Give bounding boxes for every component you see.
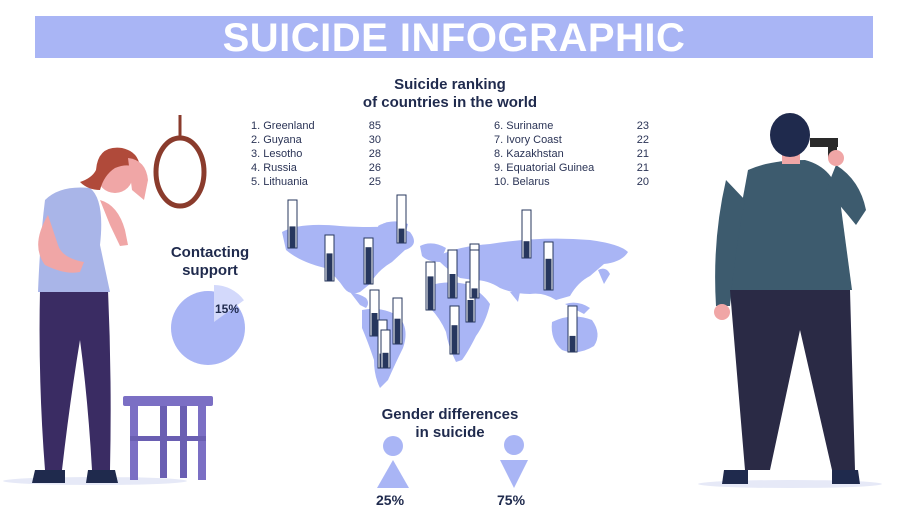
country-value: 28 (368, 148, 381, 160)
man-illustration (714, 113, 866, 484)
country-name: 2. Guyana (251, 134, 302, 146)
ranking-row: 7. Ivory Coast 22 (494, 133, 649, 147)
map-indicator-fill (365, 247, 372, 284)
ranking-row: 10. Belarus 20 (494, 175, 649, 189)
female-icon (377, 460, 409, 488)
map-indicator-fill (471, 288, 478, 298)
country-name: 4. Russia (251, 162, 297, 174)
country-value: 21 (636, 162, 649, 174)
pie-highlight-slice (214, 285, 244, 322)
map-indicator-fill (449, 274, 456, 298)
female-icon-head (383, 436, 403, 456)
pie-percent-label: 15% (215, 302, 240, 316)
support-heading-line1: Contacting (170, 244, 250, 261)
male-icon-head (504, 435, 524, 455)
ranking-row: 3. Lesotho 28 (251, 147, 381, 161)
country-value: 30 (368, 134, 381, 146)
country-name: 1. Greenland (251, 120, 315, 132)
map-indicators (287, 194, 578, 369)
country-value: 21 (636, 148, 649, 160)
country-value: 22 (636, 134, 649, 146)
map-indicator-fill (398, 228, 405, 243)
title-banner: SUICIDE INFOGRAPHIC (35, 16, 873, 58)
map-indicator-fill (289, 226, 296, 248)
ranking-list-right: 6. Suriname 23 7. Ivory Coast 22 8. Kazakh… (494, 119, 649, 189)
country-value: 25 (368, 176, 381, 188)
woman-illustration (32, 147, 148, 483)
map-indicator-fill (523, 241, 530, 258)
support-heading: Contacting support (150, 244, 270, 280)
gender-icons (377, 435, 528, 488)
map-indicator-fill (371, 313, 378, 336)
gender-heading-line2: in suicide (415, 424, 485, 441)
ranking-heading-line1: Suicide ranking (394, 76, 506, 93)
map-indicator-fill (451, 325, 458, 354)
map-indicator-fill (326, 253, 333, 281)
stool-illustration (123, 396, 213, 480)
country-name: 7. Ivory Coast (494, 134, 562, 146)
ranking-row: 9. Equatorial Guinea 21 (494, 161, 649, 175)
female-percent-label: 25% (376, 492, 405, 508)
country-name: 10. Belarus (494, 176, 550, 188)
male-icon (500, 460, 528, 488)
page-title: SUICIDE INFOGRAPHIC (222, 16, 686, 60)
ranking-row: 6. Suriname 23 (494, 119, 649, 133)
country-name: 5. Lithuania (251, 176, 308, 188)
map-indicator-fill (427, 276, 434, 310)
ranking-row: 1. Greenland 85 (251, 119, 381, 133)
country-name: 3. Lesotho (251, 148, 303, 160)
country-name: 6. Suriname (494, 120, 554, 132)
support-pie (171, 285, 245, 365)
country-name: 9. Equatorial Guinea (494, 162, 595, 174)
noose-illustration (153, 115, 207, 209)
ranking-row: 4. Russia 26 (251, 161, 381, 175)
map-indicator-fill (382, 352, 389, 368)
ranking-row: 5. Lithuania 25 (251, 175, 381, 189)
support-heading-line2: support (182, 262, 238, 279)
ranking-list-left: 1. Greenland 85 2. Guyana 30 3. Lesotho 28 … (251, 119, 381, 189)
country-value: 23 (636, 120, 649, 132)
country-value: 26 (368, 162, 381, 174)
country-value: 20 (636, 176, 649, 188)
gender-heading-line1: Gender differences (381, 406, 519, 423)
ranking-heading-line2: of countries in the world (362, 94, 538, 111)
map-indicator-fill (394, 318, 401, 344)
gender-heading: Gender differences in suicide (360, 406, 540, 442)
ranking-heading: Suicide ranking of countries in the worl… (320, 76, 580, 112)
male-percent-label: 75% (497, 492, 526, 508)
country-name: 8. Kazakhstan (494, 148, 564, 160)
country-value: 85 (368, 120, 381, 132)
ranking-row: 2. Guyana 30 (251, 133, 381, 147)
map-indicator-fill (569, 335, 576, 352)
ranking-row: 8. Kazakhstan 21 (494, 147, 649, 161)
map-indicator-fill (467, 300, 474, 322)
map-indicator-fill (545, 258, 552, 290)
